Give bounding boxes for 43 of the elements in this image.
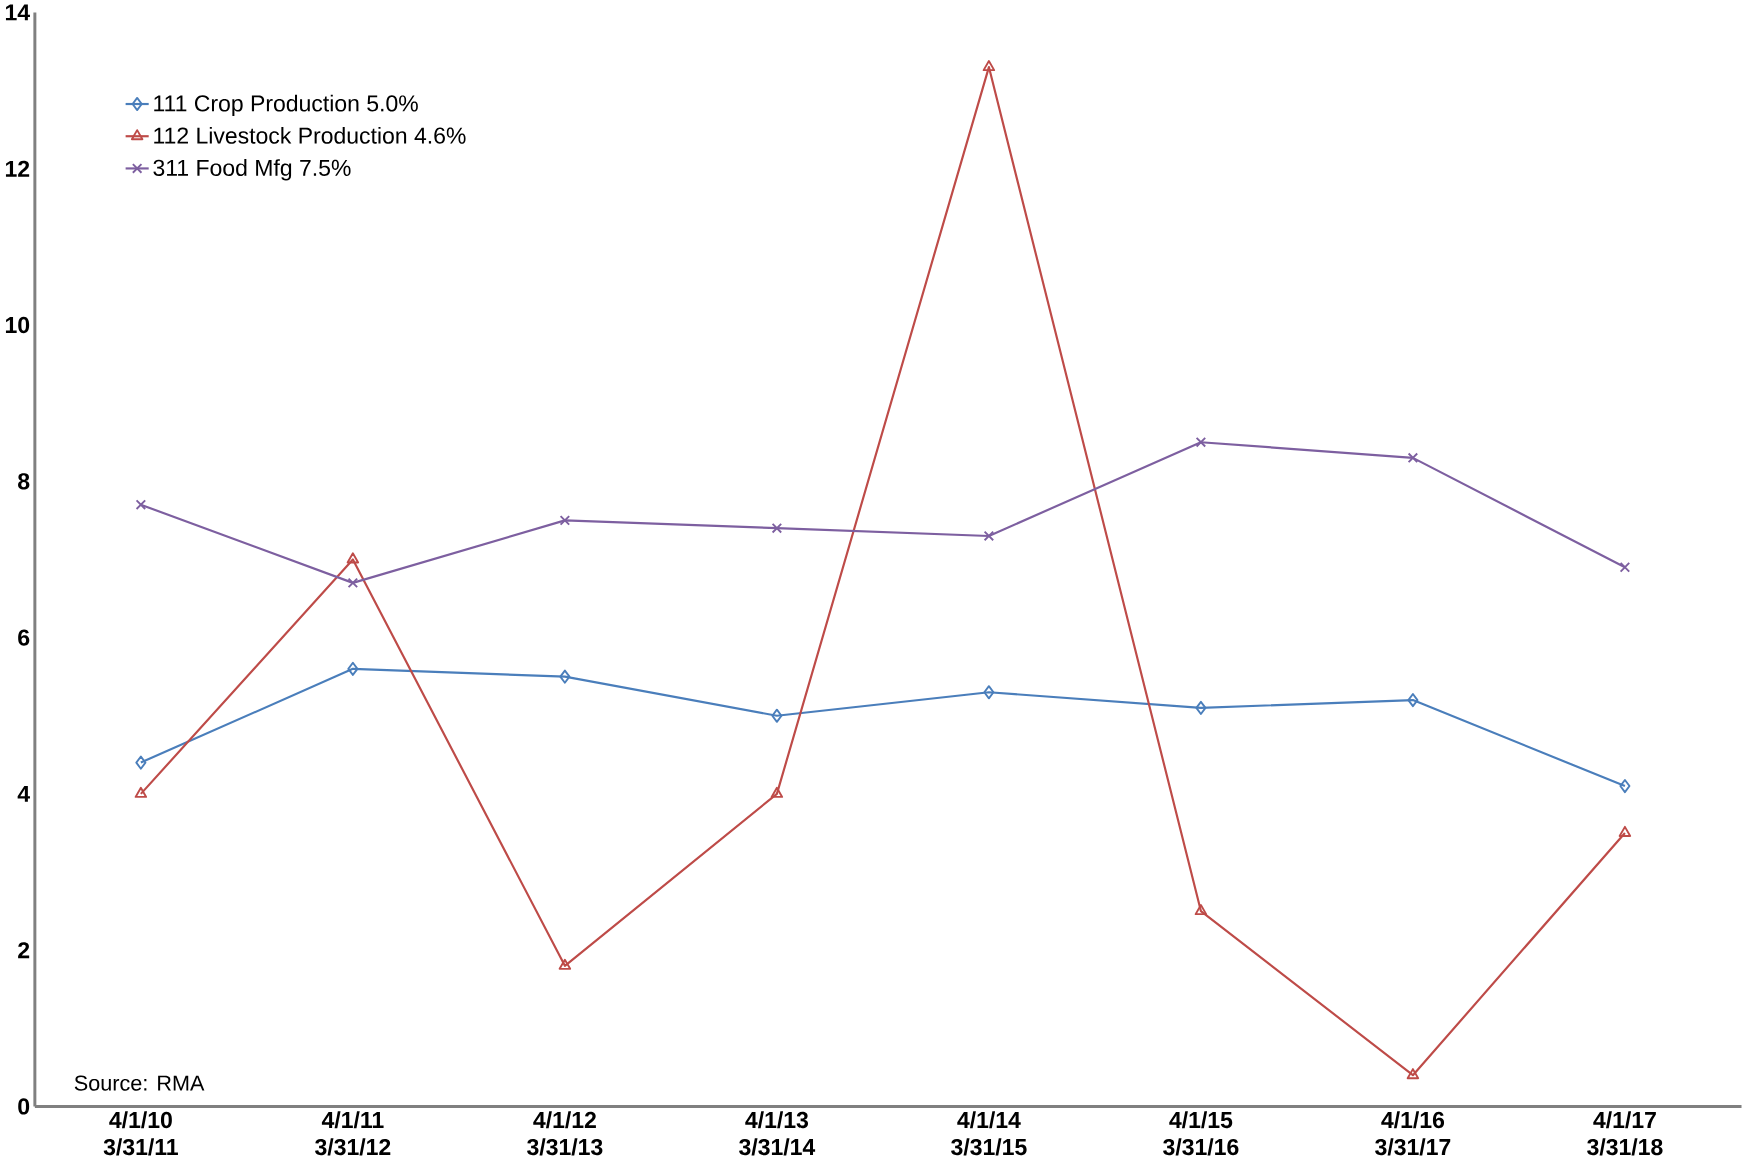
legend-label: 311 Food Mfg 7.5% xyxy=(153,159,351,181)
y-tick-label: 2 xyxy=(18,942,30,959)
point xyxy=(1618,825,1632,837)
x-tick-label: 4/1/12 3/31/13 xyxy=(527,1111,603,1156)
y-tick-label: 0 xyxy=(18,1098,30,1115)
point xyxy=(1195,437,1207,448)
point xyxy=(1619,779,1631,794)
point xyxy=(983,530,995,542)
x-tick-label: 4/1/14 3/31/15 xyxy=(951,1111,1027,1156)
point xyxy=(347,661,359,676)
point xyxy=(1407,693,1419,708)
y-tick-label: 8 xyxy=(18,473,30,490)
y-tick-label: 6 xyxy=(18,629,30,646)
point xyxy=(558,958,572,970)
x-tick-label: 4/1/10 3/31/11 xyxy=(103,1111,178,1156)
point xyxy=(771,708,783,723)
point xyxy=(983,685,995,700)
legend-label: 112 Livestock Production 4.6% xyxy=(154,126,466,144)
y-tick-label: 10 xyxy=(5,316,30,334)
point xyxy=(1406,1068,1420,1080)
point xyxy=(1619,562,1631,573)
point xyxy=(1194,904,1208,916)
x-tick-label: 4/1/17 3/31/18 xyxy=(1587,1111,1663,1156)
point xyxy=(1407,452,1419,464)
point xyxy=(771,522,783,534)
y-tick-label: 4 xyxy=(17,786,30,802)
x-tick-label: 4/1/16 3/31/17 xyxy=(1375,1111,1451,1156)
annotation: Source: RMA xyxy=(74,1075,205,1091)
point xyxy=(134,786,148,798)
point xyxy=(347,577,359,589)
point xyxy=(1195,700,1207,715)
x-tick-label: 4/1/15 3/31/16 xyxy=(1163,1111,1239,1156)
point xyxy=(559,515,571,526)
point xyxy=(135,755,147,770)
legend-label: 111 Crop Production 5.0% xyxy=(154,94,418,117)
point xyxy=(346,552,360,564)
y-tick-label: 12 xyxy=(5,160,30,177)
y-tick-label: 14 xyxy=(5,4,30,21)
x-tick-label: 4/1/11 3/31/12 xyxy=(315,1111,391,1156)
point xyxy=(770,786,784,798)
point xyxy=(559,669,571,684)
x-tick-label: 4/1/13 3/31/14 xyxy=(739,1111,816,1156)
point xyxy=(135,499,147,511)
